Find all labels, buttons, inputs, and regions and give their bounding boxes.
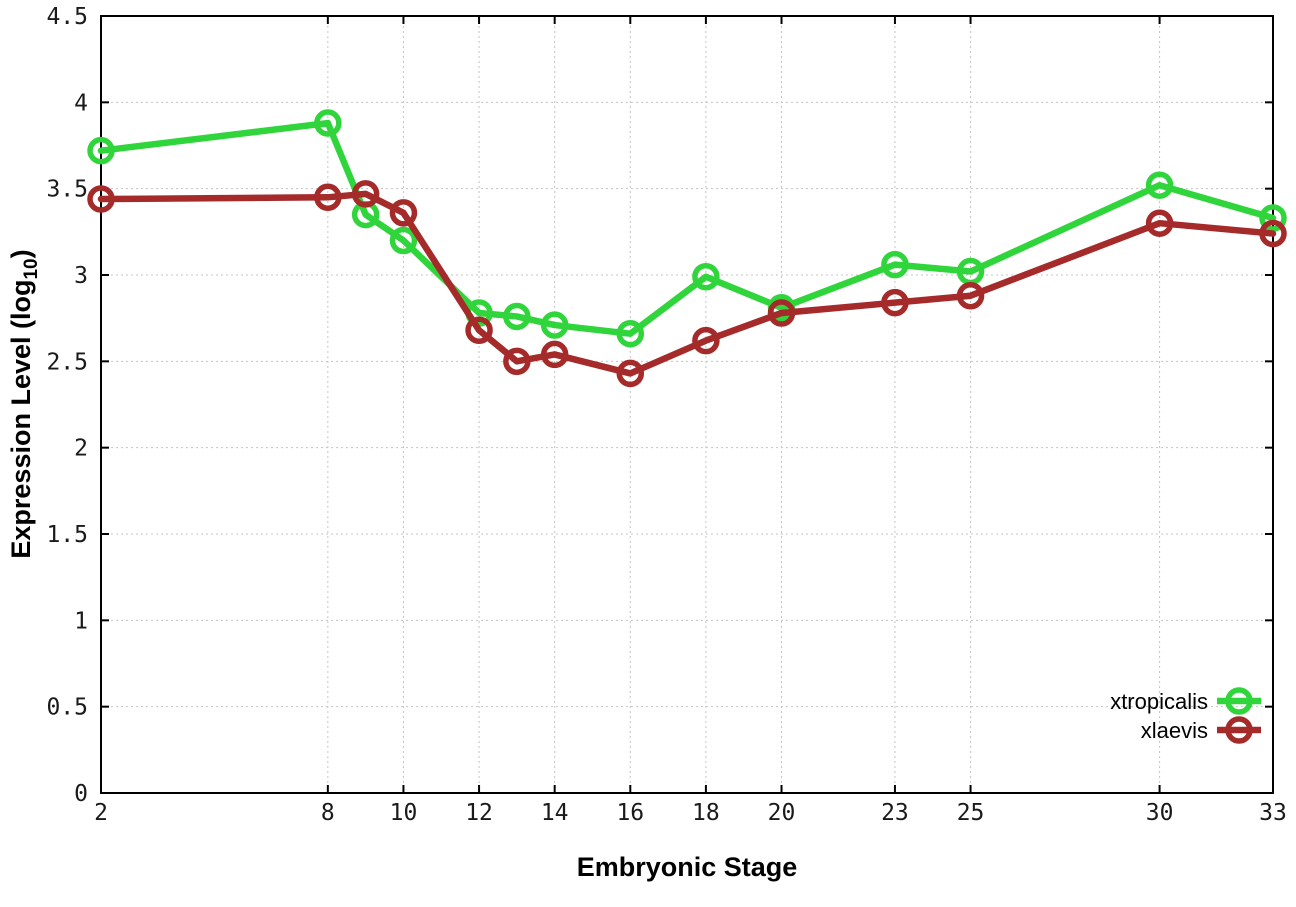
legend-label-xlaevis: xlaevis: [1141, 718, 1208, 743]
x-tick-label: 8: [321, 800, 335, 826]
legend-sample-marker-xlaevis: [1225, 716, 1253, 744]
data-point-xlaevis: [692, 326, 720, 355]
y-tick-label: 3: [74, 263, 88, 289]
data-point-xtropicalis: [314, 109, 342, 137]
y-tick-label: 2.5: [46, 349, 88, 375]
data-point-xlaevis: [767, 299, 796, 327]
x-tick-label: 16: [616, 800, 644, 826]
y-tick-label: 1: [74, 608, 88, 634]
data-point-xlaevis: [956, 281, 985, 310]
y-tick-label: 4.5: [46, 4, 88, 30]
data-point-xlaevis: [465, 316, 493, 345]
grid-lines: [100, 15, 1274, 794]
x-tick-label: 14: [541, 800, 569, 826]
x-axis-title: Embryonic Stage: [577, 852, 798, 882]
data-point-xlaevis: [1145, 209, 1174, 237]
y-tick-label: 1.5: [46, 522, 88, 548]
data-series: [87, 109, 1287, 388]
data-point-xtropicalis: [616, 319, 645, 348]
series-line-xtropicalis: [97, 119, 1277, 337]
y-axis-title: Expression Level (log10): [6, 249, 42, 558]
y-tick-label: 4: [74, 90, 88, 116]
data-point-xlaevis: [616, 359, 645, 388]
y-tick-label: 0.5: [46, 695, 88, 721]
y-tick-label: 3.5: [46, 177, 88, 203]
y-tick-label: 0: [74, 781, 88, 807]
x-tick-label: 2: [94, 800, 108, 826]
x-tick-label: 12: [465, 800, 493, 826]
series-line-xlaevis: [97, 190, 1277, 377]
y-axis-title-main: Expression Level (log: [6, 280, 36, 559]
x-tick-label: 10: [390, 800, 418, 826]
data-point-xtropicalis: [692, 262, 720, 291]
x-tick-label: 23: [881, 800, 909, 826]
data-point-xtropicalis: [881, 250, 909, 279]
plot-border: [100, 15, 1274, 794]
legend: xtropicalis xlaevis: [1110, 687, 1261, 744]
data-point-xlaevis: [540, 340, 569, 369]
y-axis-title-subscript: 10: [21, 258, 42, 279]
data-point-xtropicalis: [1259, 204, 1287, 232]
data-point-xtropicalis: [1145, 171, 1174, 199]
data-point-xlaevis: [389, 199, 418, 227]
y-tick-label: 2: [74, 436, 88, 462]
data-point-xlaevis: [1259, 219, 1287, 248]
x-tick-label: 25: [957, 800, 985, 826]
data-point-xtropicalis: [389, 226, 418, 255]
x-tick-label: 20: [768, 800, 796, 826]
axis-ticks: [100, 15, 1274, 794]
x-tick-label: 30: [1146, 800, 1174, 826]
legend-label-xtropicalis: xtropicalis: [1110, 689, 1208, 714]
data-point-xtropicalis: [540, 311, 569, 339]
x-tick-label: 18: [692, 800, 720, 826]
data-point-xlaevis: [351, 180, 380, 208]
y-axis-title-close: ): [6, 249, 36, 258]
data-point-xtropicalis: [503, 302, 531, 331]
x-tick-label: 33: [1259, 800, 1287, 826]
data-point-xlaevis: [503, 347, 531, 376]
x-tick-labels: 2 8 10 12 14 16 18 20 23 25 30 33: [94, 800, 1287, 826]
data-point-xtropicalis: [87, 136, 115, 165]
legend-sample-marker-xtropicalis: [1225, 687, 1253, 715]
data-point-xlaevis: [314, 183, 342, 212]
data-point-xlaevis: [881, 288, 909, 317]
data-point-xlaevis: [87, 185, 115, 213]
y-tick-labels: 0 0.5 1 1.5 2 2.5 3 3.5 4 4.5: [46, 4, 88, 807]
